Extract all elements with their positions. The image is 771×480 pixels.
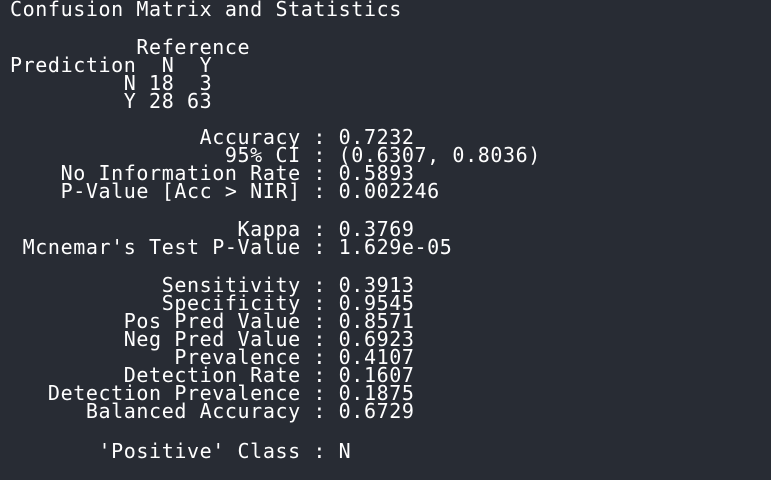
stat-mcnemar-p-value: Mcnemar's Test P-Value : 1.629e-05 [10, 235, 453, 259]
stat-balanced-accuracy: Balanced Accuracy : 0.6729 [10, 399, 415, 423]
stat-p-value-acc-nir: P-Value [Acc > NIR] : 0.002246 [10, 179, 440, 203]
output-title: Confusion Matrix and Statistics [10, 0, 402, 21]
stat-no-information-rate: No Information Rate : 0.5893 [10, 161, 415, 185]
stat-sensitivity: Sensitivity : 0.3913 [10, 273, 415, 297]
stat-95-ci: 95% CI : (0.6307, 0.8036) [10, 143, 541, 167]
stat-accuracy: Accuracy : 0.7232 [10, 125, 415, 149]
stat-kappa: Kappa : 0.3769 [10, 217, 415, 241]
stat-detection-rate: Detection Rate : 0.1607 [10, 363, 415, 387]
matrix-row-y: Y 28 63 [10, 89, 213, 113]
stat-positive-class: 'Positive' Class : N [10, 439, 352, 463]
matrix-prediction-header: Prediction N Y [10, 53, 213, 77]
stat-specificity: Specificity : 0.9545 [10, 291, 415, 315]
stat-neg-pred-value: Neg Pred Value : 0.6923 [10, 327, 415, 351]
matrix-reference-header: Reference [10, 35, 251, 59]
stat-detection-prevalence: Detection Prevalence : 0.1875 [10, 381, 415, 405]
stat-pos-pred-value: Pos Pred Value : 0.8571 [10, 309, 415, 333]
matrix-row-n: N 18 3 [10, 71, 213, 95]
stat-prevalence: Prevalence : 0.4107 [10, 345, 415, 369]
